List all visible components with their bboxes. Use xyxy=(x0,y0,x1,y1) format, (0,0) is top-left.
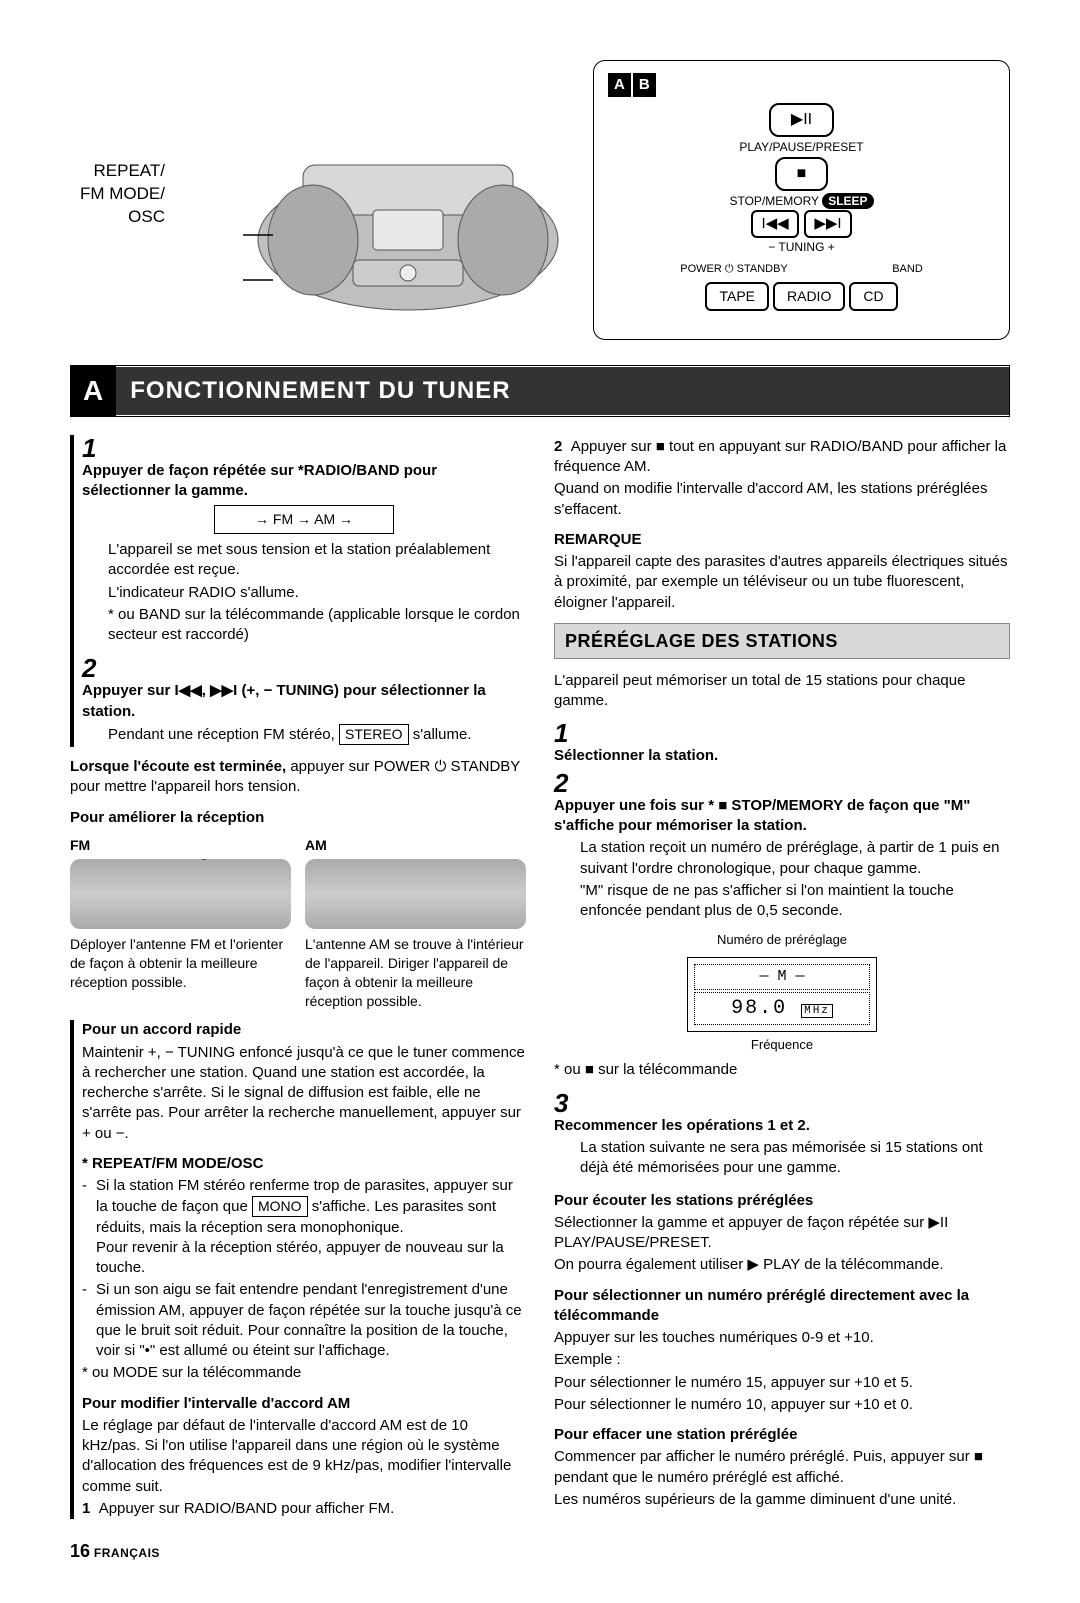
listen-preset-p1: Sélectionner la gamme et appuyer de faço… xyxy=(554,1213,1010,1254)
remarque-head: REMARQUE xyxy=(554,530,1010,550)
fm-caption: Déployer l'antenne FM et l'orienter de f… xyxy=(70,935,291,992)
preset-step1-head: Sélectionner la station. xyxy=(554,746,980,766)
listen-preset-head: Pour écouter les stations préréglées xyxy=(554,1191,1010,1211)
page-footer: 16 FRANÇAIS xyxy=(70,1539,1010,1563)
repeat-item3: * ou MODE sur la télécommande xyxy=(82,1363,526,1383)
erase-preset-p1: Commencer par afficher le numéro prérégl… xyxy=(554,1447,1010,1488)
preset-step-2: 2 xyxy=(554,770,580,796)
device-illustration: REPEAT/ FM MODE/ OSC xyxy=(70,60,573,340)
power-standby-label: POWER ⏻ STANDBY xyxy=(680,262,788,277)
panel-badge-b: B xyxy=(633,73,656,97)
direct-select-p2: Pour sélectionner le numéro 15, appuyer … xyxy=(554,1373,1010,1393)
next-button: ▶▶I xyxy=(804,210,851,238)
preset-step-3: 3 xyxy=(554,1090,580,1116)
step2-heading: Appuyer sur I◀◀, ▶▶I (+, − TUNING) pour … xyxy=(82,681,496,722)
direct-select-p1: Appuyer sur les touches numériques 0-9 e… xyxy=(554,1328,1010,1348)
preset-step3-body: La station suivante ne sera pas mémorisé… xyxy=(580,1138,1006,1179)
repeat-mode-head: * REPEAT/FM MODE/OSC xyxy=(82,1154,526,1174)
erase-preset-p2: Les numéros supérieurs de la gamme dimin… xyxy=(554,1490,1010,1510)
am-interval-note: Quand on modifie l'intervalle d'accord A… xyxy=(554,479,1010,520)
repeat-item2: Si un son aigu se fait entendre pendant … xyxy=(96,1280,526,1361)
preset-footnote: * ou ■ sur la télécommande xyxy=(554,1060,1010,1080)
step1-text2: L'indicateur RADIO s'allume. xyxy=(108,583,522,603)
direct-select-p3: Pour sélectionner le numéro 10, appuyer … xyxy=(554,1395,1010,1415)
am-interval-step2: 2 Appuyer sur ■ tout en appuyant sur RAD… xyxy=(554,437,1010,478)
repeat-item1: Si la station FM stéréo renferme trop de… xyxy=(96,1176,526,1278)
am-label: AM xyxy=(305,836,526,855)
section-title: FONCTIONNEMENT DU TUNER xyxy=(116,367,1009,415)
top-diagrams: REPEAT/ FM MODE/ OSC AB ▶II PLAY/PAUSE/P… xyxy=(70,60,1010,340)
preset-step2-p2: "M" risque de ne pas s'afficher si l'on … xyxy=(580,881,1006,922)
page-number: 16 xyxy=(70,1541,90,1561)
am-interval-head: Pour modifier l'intervalle d'accord AM xyxy=(82,1394,526,1414)
main-section-header: A FONCTIONNEMENT DU TUNER xyxy=(70,365,1010,417)
panel-badge-a: A xyxy=(608,73,631,97)
section-badge-a: A xyxy=(71,366,116,416)
preset-step2-head: Appuyer une fois sur * ■ STOP/MEMORY de … xyxy=(554,796,980,837)
preset-step2-p1: La station reçoit un numéro de préréglag… xyxy=(580,838,1006,879)
preset-intro: L'appareil peut mémoriser un total de 15… xyxy=(554,671,1010,712)
am-caption: L'antenne AM se trouve à l'intérieur de … xyxy=(305,935,526,1011)
tuning-label: − TUNING + xyxy=(729,239,873,255)
left-column: 1 Appuyer de façon répétée sur *RADIO/BA… xyxy=(70,435,526,1521)
step1-heading: Appuyer de façon répétée sur *RADIO/BAND… xyxy=(82,461,496,502)
mono-indicator: MONO xyxy=(252,1196,308,1217)
step2-text: Pendant une réception FM stéréo, STEREO … xyxy=(108,724,522,745)
am-antenna-illustration xyxy=(305,859,526,929)
quick-tune-head: Pour un accord rapide xyxy=(82,1020,526,1040)
stop-button: ■ xyxy=(775,157,829,191)
sleep-pill: SLEEP xyxy=(822,193,873,209)
preset-step3-head: Recommencer les opérations 1 et 2. xyxy=(554,1116,980,1136)
play-pause-label: PLAY/PAUSE/PRESET xyxy=(729,139,873,155)
device-label-text: REPEAT/ FM MODE/ OSC xyxy=(80,160,165,229)
prev-button: I◀◀ xyxy=(751,210,798,238)
radio-button: RADIO xyxy=(773,282,845,311)
preset-step-1: 1 xyxy=(554,720,580,746)
direct-select-head: Pour sélectionner un numéro préréglé dir… xyxy=(554,1286,1010,1327)
boombox-drawing xyxy=(243,110,573,330)
finished-text: Lorsque l'écoute est terminée, appuyer s… xyxy=(70,757,526,798)
stereo-indicator: STEREO xyxy=(339,724,409,745)
am-interval-body: Le réglage par défaut de l'intervalle d'… xyxy=(82,1416,526,1497)
right-column: 2 Appuyer sur ■ tout en appuyant sur RAD… xyxy=(554,435,1010,1521)
listen-preset-p2: On pourra également utiliser ▶ PLAY de l… xyxy=(554,1255,1010,1275)
step1-text3: * ou BAND sur la télécommande (applicabl… xyxy=(108,605,522,646)
play-pause-button: ▶II xyxy=(769,103,834,137)
step-number-2: 2 xyxy=(82,655,108,681)
fm-antenna-illustration xyxy=(70,859,291,929)
band-label: BAND xyxy=(892,262,923,277)
step1-text1: L'appareil se met sous tension et la sta… xyxy=(108,540,522,581)
cd-button: CD xyxy=(849,282,897,311)
preset-diagram-bottomlabel: Fréquence xyxy=(554,1036,1010,1054)
am-interval-step1: 1 Appuyer sur RADIO/BAND pour afficher F… xyxy=(82,1499,526,1519)
remarque-body: Si l'appareil capte des parasites d'autr… xyxy=(554,552,1010,613)
direct-example-label: Exemple : xyxy=(554,1350,1010,1370)
page-language: FRANÇAIS xyxy=(94,1546,160,1560)
preset-diagram-toplabel: Numéro de préréglage xyxy=(554,931,1010,949)
remote-control-panel: AB ▶II PLAY/PAUSE/PRESET ■ STOP/MEMORY S… xyxy=(593,60,1010,340)
tape-button: TAPE xyxy=(705,282,769,311)
fm-label: FM xyxy=(70,836,291,855)
preset-section-title: PRÉRÉGLAGE DES STATIONS xyxy=(554,623,1010,659)
fm-am-cycle: → FM → AM → xyxy=(214,505,394,534)
improve-reception-head: Pour améliorer la réception xyxy=(70,808,526,828)
antenna-diagrams: FM Déployer l'antenne FM et l'orienter d… xyxy=(70,836,526,1010)
preset-display-diagram: ― M ― 98.0 MHz xyxy=(687,957,877,1032)
stop-label: STOP/MEMORY xyxy=(729,194,818,208)
step-number-1: 1 xyxy=(82,435,108,461)
content-columns: 1 Appuyer de façon répétée sur *RADIO/BA… xyxy=(70,435,1010,1521)
erase-preset-head: Pour effacer une station préréglée xyxy=(554,1425,1010,1445)
quick-tune-body: Maintenir +, − TUNING enfoncé jusqu'à ce… xyxy=(82,1043,526,1144)
